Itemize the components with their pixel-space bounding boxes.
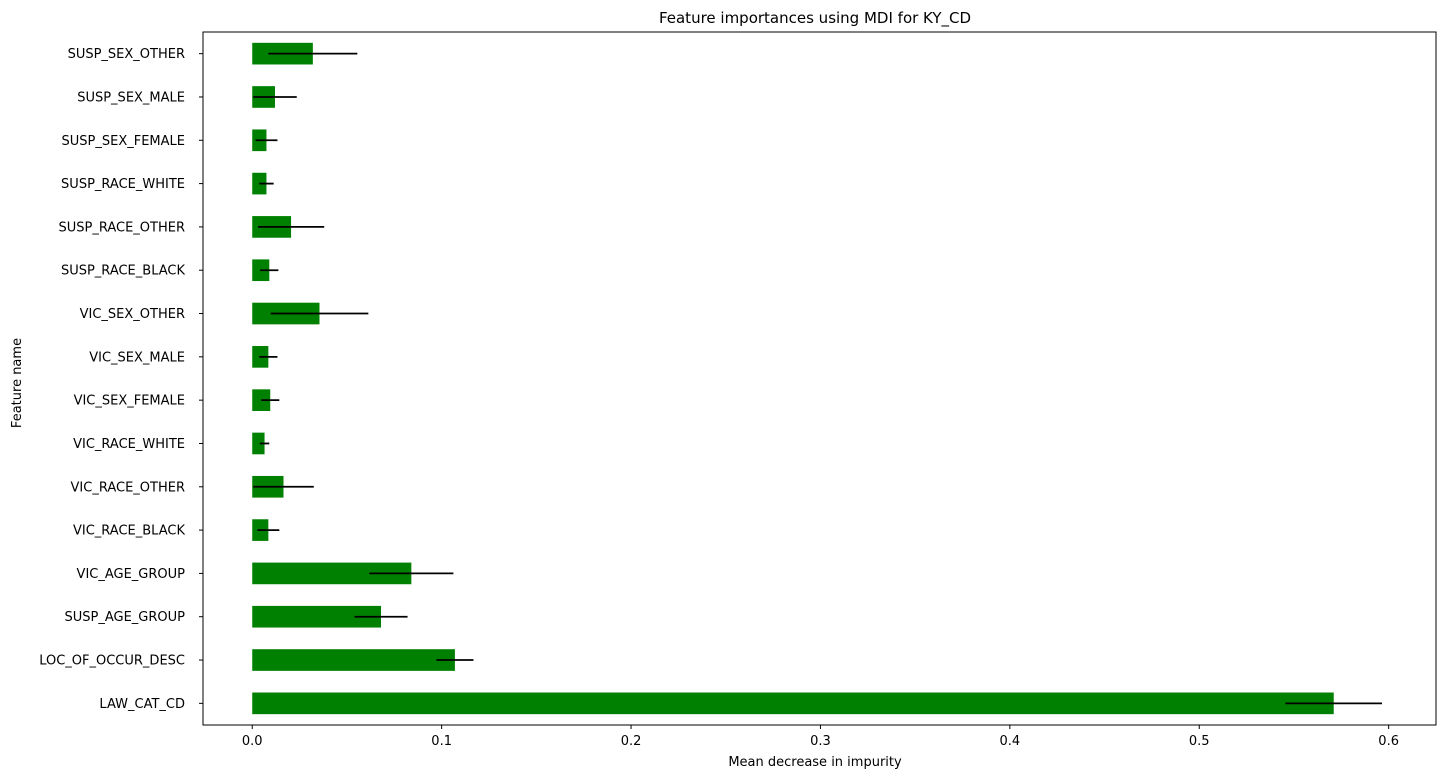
plot-frame (202, 31, 1437, 726)
y-tick-label: VIC_RACE_WHITE (73, 437, 185, 452)
y-tick-label: SUSP_SEX_OTHER (68, 47, 185, 62)
x-axis-label: Mean decrease in impurity (728, 755, 902, 770)
x-tick-label: 0.4 (1000, 734, 1021, 749)
y-tick-label: VIC_SEX_FEMALE (74, 394, 185, 409)
y-tick-label: SUSP_SEX_FEMALE (62, 134, 186, 149)
x-tick-label: 0.2 (621, 734, 642, 749)
y-tick-label: VIC_AGE_GROUP (77, 567, 186, 582)
y-tick-label: SUSP_AGE_GROUP (64, 610, 185, 625)
y-tick-label: VIC_SEX_OTHER (80, 307, 185, 322)
y-axis-label: Feature name (10, 338, 25, 428)
y-tick-label: VIC_RACE_OTHER (71, 480, 185, 495)
bar-vic-race-white (252, 432, 265, 455)
bars-layer (252, 42, 1334, 715)
x-tick-label: 0.5 (1189, 734, 1210, 749)
y-tick-label: LOC_OF_OCCUR_DESC (39, 654, 185, 669)
x-tick-label: 0.0 (242, 734, 263, 749)
y-tick-label: SUSP_RACE_WHITE (61, 177, 185, 192)
y-tick-label: LAW_CAT_CD (99, 697, 185, 712)
x-tick-label: 0.3 (810, 734, 831, 749)
bar-susp-age-group (252, 605, 382, 628)
y-axis: LAW_CAT_CD LOC_OF_OCCUR_DESC SUSP_AGE_GROU… (39, 47, 203, 712)
x-tick-label: 0.1 (431, 734, 452, 749)
y-tick-label: SUSP_RACE_OTHER (58, 220, 185, 235)
y-tick-label: SUSP_SEX_MALE (77, 90, 185, 105)
y-tick-label: VIC_SEX_MALE (89, 350, 185, 365)
y-tick-label: VIC_RACE_BLACK (73, 524, 185, 539)
chart-title: Feature importances using MDI for KY_CD (659, 9, 971, 28)
errorbars-layer (253, 52, 1383, 705)
y-tick-label: SUSP_RACE_BLACK (61, 264, 186, 279)
bar-vic-age-group (252, 562, 412, 585)
bar-loc-of-occur-desc (252, 649, 455, 671)
bar-law-cat-cd (252, 692, 1334, 715)
x-tick-label: 0.6 (1378, 734, 1399, 749)
x-axis: 0.0 0.1 0.2 0.3 0.4 0.5 0.6 (242, 725, 1399, 749)
